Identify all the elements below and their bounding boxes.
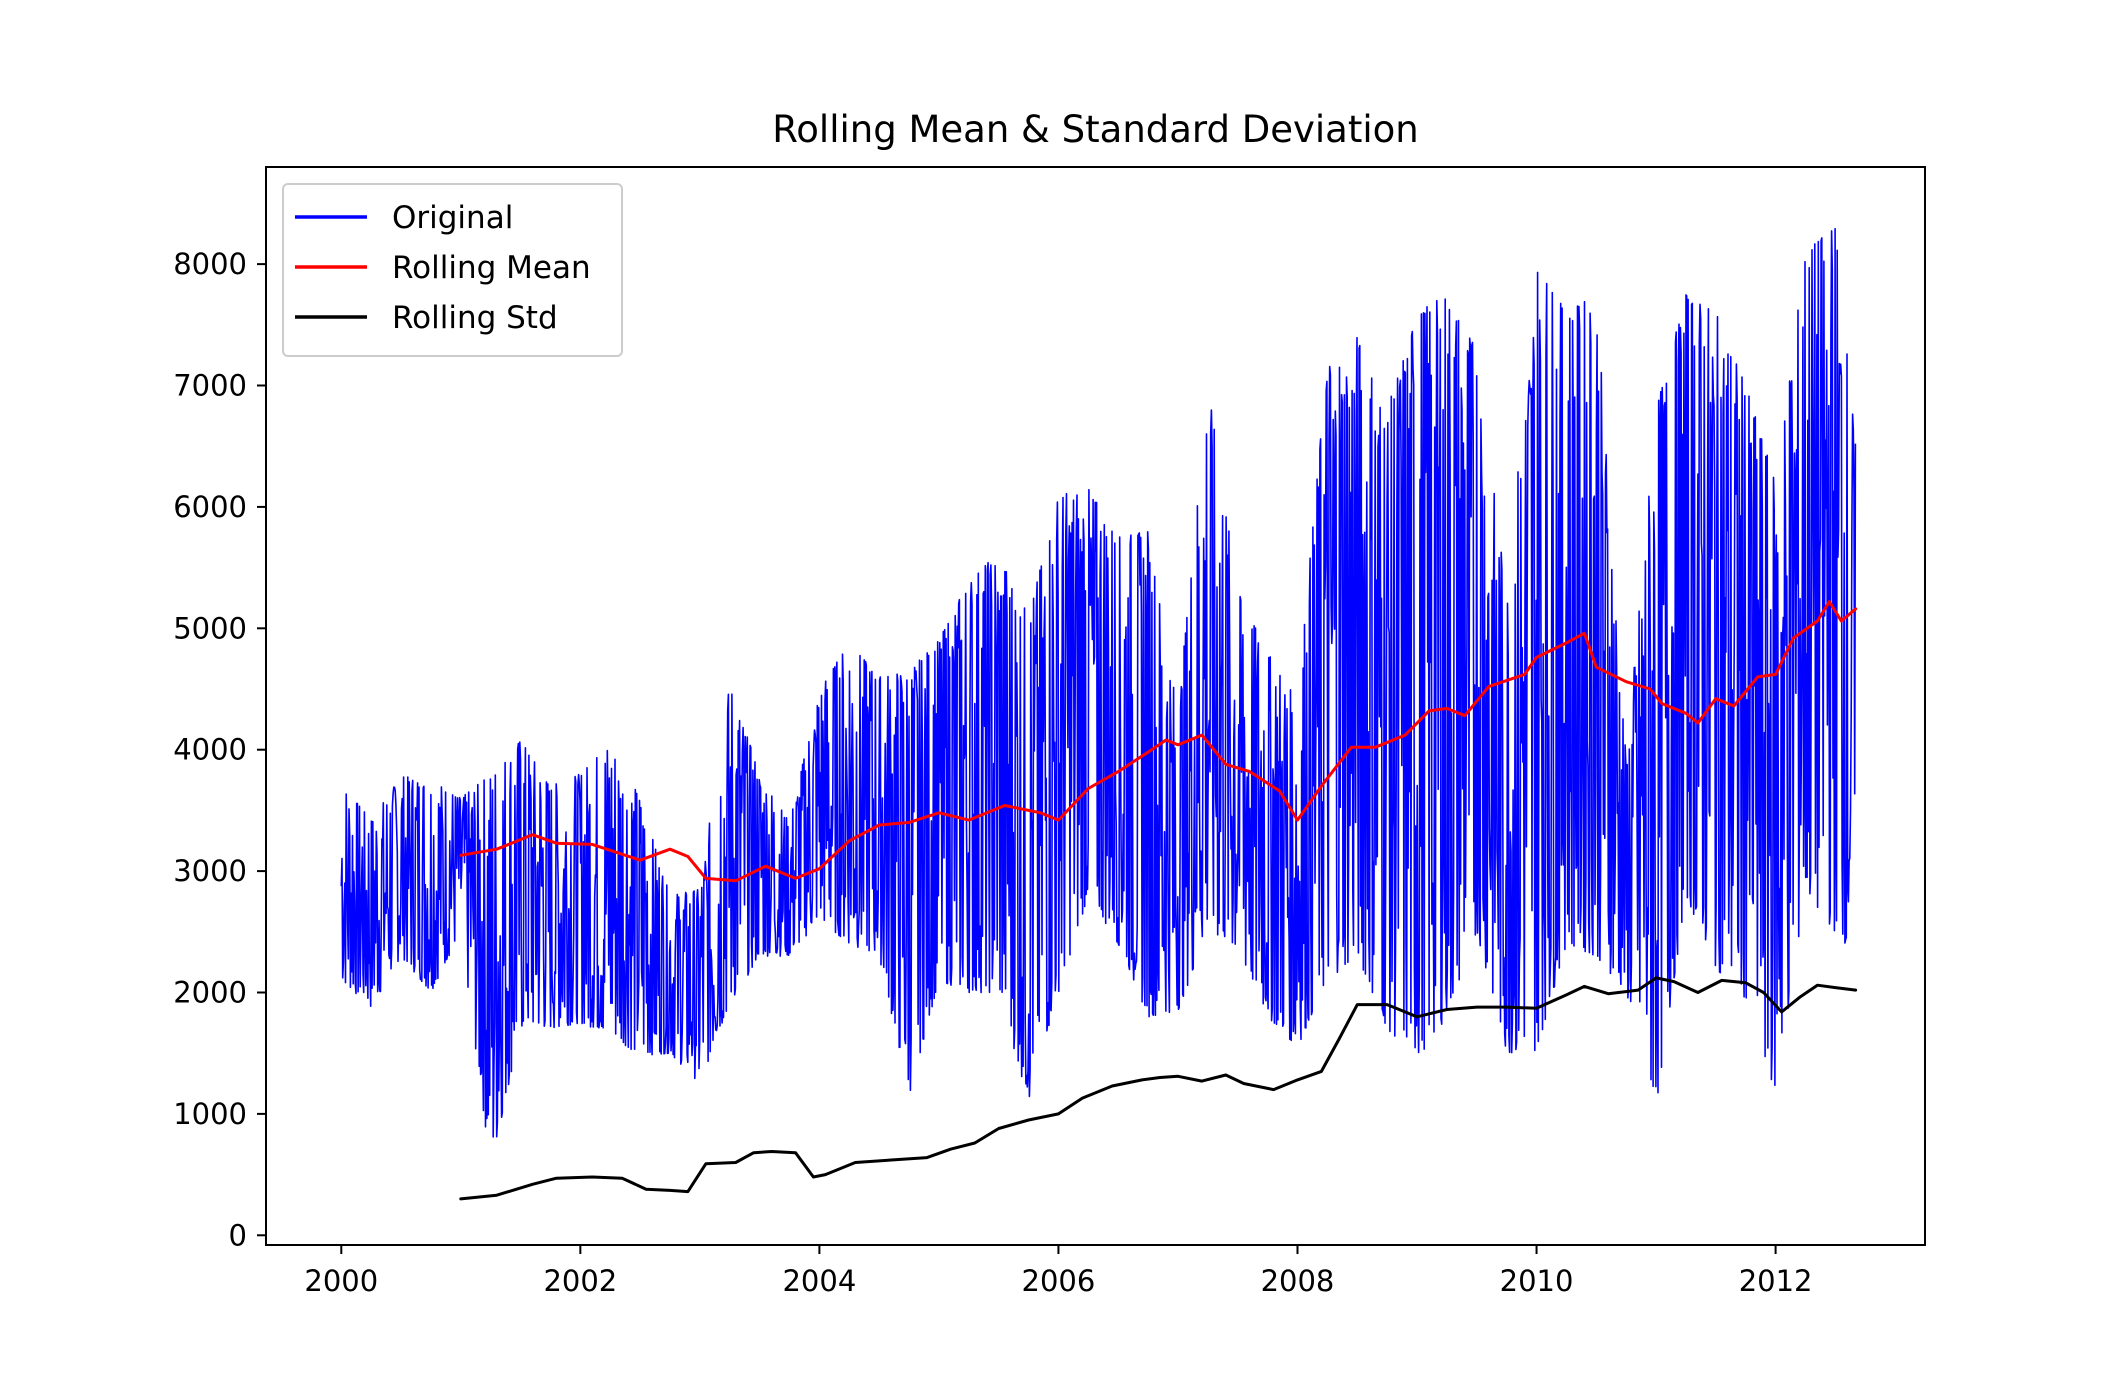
legend-box <box>282 183 623 357</box>
y-tick-label: 8000 <box>173 247 247 281</box>
legend-label: Original <box>392 200 513 236</box>
x-tick-label: 2000 <box>304 1264 378 1298</box>
y-tick-label: 6000 <box>173 490 247 524</box>
x-tick-label: 2008 <box>1261 1264 1335 1298</box>
legend-label: Rolling Std <box>392 300 558 336</box>
y-tick-label: 4000 <box>173 733 247 767</box>
x-tick-label: 2002 <box>543 1264 617 1298</box>
y-tick-label: 1000 <box>173 1097 247 1131</box>
x-tick-label: 2012 <box>1739 1264 1813 1298</box>
legend: Original Rolling Mean Rolling Std <box>282 183 623 357</box>
x-tick-label: 2004 <box>782 1264 856 1298</box>
y-tick-label: 2000 <box>173 975 247 1009</box>
y-tick-label: 7000 <box>173 369 247 403</box>
y-tick-label: 5000 <box>173 611 247 645</box>
plot-data-layer <box>340 227 1858 1201</box>
axes: 2000 2002 2004 2006 2008 2010 2012 0 1000 2000 300… <box>173 247 1812 1298</box>
x-tick-label: 2010 <box>1500 1264 1574 1298</box>
plot-frame <box>265 166 1926 1246</box>
series-line-rolling-std <box>459 976 1858 1201</box>
chart-title: Rolling Mean & Standard Deviation <box>772 108 1419 151</box>
y-tick-label: 3000 <box>173 854 247 888</box>
series-line-rolling-mean <box>459 600 1858 883</box>
y-tick-label: 0 <box>229 1218 247 1252</box>
series-line-original <box>340 227 1857 1138</box>
legend-label: Rolling Mean <box>392 250 591 286</box>
x-tick-label: 2006 <box>1022 1264 1096 1298</box>
